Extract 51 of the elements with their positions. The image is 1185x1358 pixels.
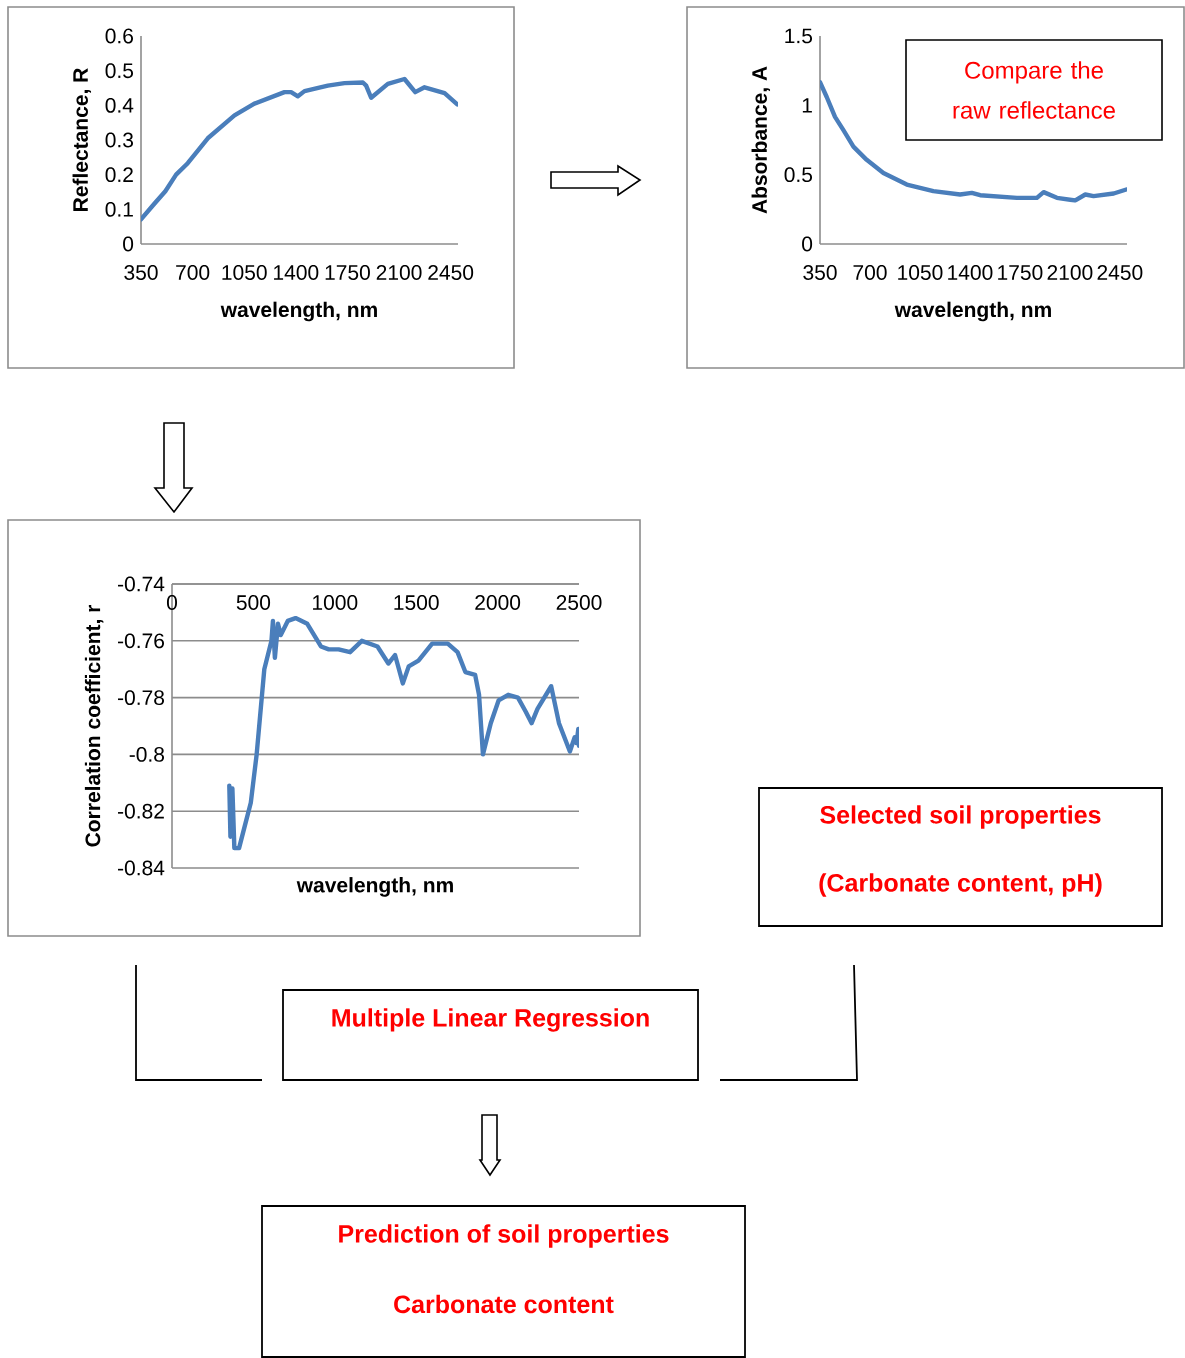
- y-tick-label: 0.2: [105, 167, 133, 183]
- line-series: [227, 615, 579, 851]
- y-tick-label: -0.82: [118, 803, 164, 819]
- x-tick-label: 2100: [376, 265, 422, 280]
- y-tick-label: 0.5: [105, 63, 134, 79]
- x-tick-label: 1400: [948, 265, 993, 280]
- x-axis-title: wavelength, nm: [894, 301, 1051, 322]
- x-tick-label: 2000: [475, 595, 521, 610]
- y-axis-title: Correlation coefficient, r: [84, 604, 104, 847]
- y-tick-label: -0.8: [129, 746, 165, 762]
- x-tick-label: 700: [176, 265, 210, 280]
- text: (Carbonate content, pH): [819, 873, 1102, 897]
- y-axis-title: Absorbance, A: [751, 66, 771, 214]
- x-tick-label: 1750: [998, 265, 1043, 280]
- x-tick-label: 1750: [325, 265, 370, 280]
- x-tick-label: 1000: [313, 595, 358, 610]
- y-tick-label: 0.5: [784, 167, 813, 183]
- y-tick-label: 0: [123, 236, 134, 252]
- y-tick-label: 1.5: [785, 28, 813, 44]
- x-tick-label: 2500: [556, 595, 602, 610]
- annotation: Compare the raw reflectance: [953, 61, 1115, 119]
- y-tick-label: 0.3: [105, 132, 134, 148]
- x-tick-label: 700: [853, 265, 887, 280]
- y-axis-title: Reflectance, R: [72, 68, 92, 211]
- x-axis-title: wavelength, nm: [296, 877, 453, 897]
- x-axis-title: wavelength, nm: [220, 301, 377, 322]
- x-tick-label: 2450: [428, 265, 474, 280]
- x-tick-label: 1050: [222, 265, 267, 280]
- x-tick-label: 350: [803, 265, 837, 280]
- y-tick-label: -0.76: [118, 633, 165, 649]
- y-tick-label: -0.84: [118, 860, 165, 876]
- x-tick-label: 1500: [394, 595, 439, 610]
- text: Multiple Linear Regression: [332, 1008, 649, 1032]
- text: Carbonate content: [394, 1294, 614, 1314]
- x-tick-label: 1400: [274, 265, 319, 280]
- y-tick-label: 1: [802, 98, 812, 113]
- y-tick-label: 0.1: [105, 201, 133, 217]
- y-tick-label: 0.4: [105, 97, 134, 113]
- x-tick-label: 0: [166, 595, 178, 610]
- x-tick-label: 2450: [1097, 265, 1143, 280]
- y-tick-label: 0: [802, 236, 813, 252]
- line-series: [141, 76, 459, 222]
- x-tick-label: 2100: [1047, 265, 1093, 280]
- y-tick-label: -0.78: [118, 690, 165, 706]
- text: Selected soil properties: [820, 805, 1101, 829]
- text: Prediction of soil properties: [339, 1224, 669, 1248]
- x-tick-label: 500: [236, 595, 271, 610]
- y-tick-label: -0.74: [118, 576, 165, 592]
- y-tick-label: 0.6: [105, 28, 134, 44]
- x-tick-label: 1050: [898, 265, 943, 280]
- x-tick-label: 350: [124, 265, 158, 280]
